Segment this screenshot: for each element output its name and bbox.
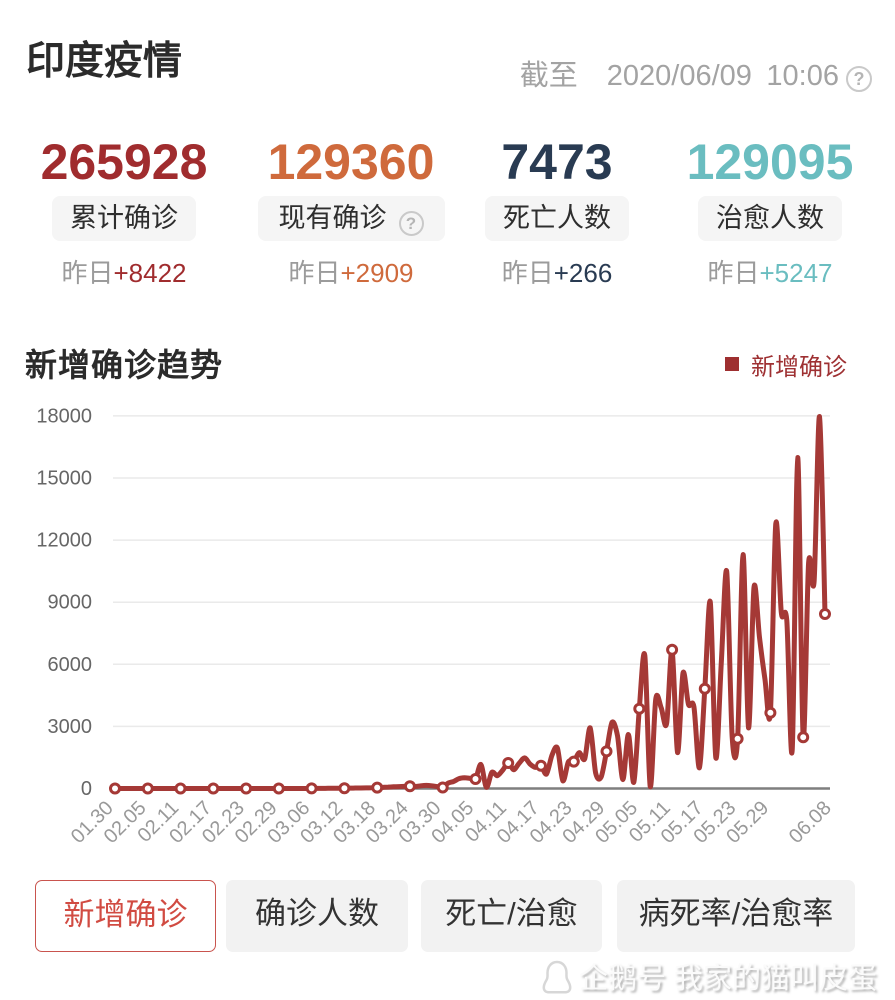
svg-text:06.08: 06.08 <box>785 797 836 848</box>
svg-text:3000: 3000 <box>48 716 93 738</box>
svg-text:15000: 15000 <box>36 468 92 490</box>
svg-text:6000: 6000 <box>48 654 93 676</box>
svg-text:18000: 18000 <box>36 405 92 427</box>
svg-text:9000: 9000 <box>48 592 93 614</box>
svg-text:0: 0 <box>81 778 92 800</box>
svg-text:12000: 12000 <box>36 530 92 552</box>
